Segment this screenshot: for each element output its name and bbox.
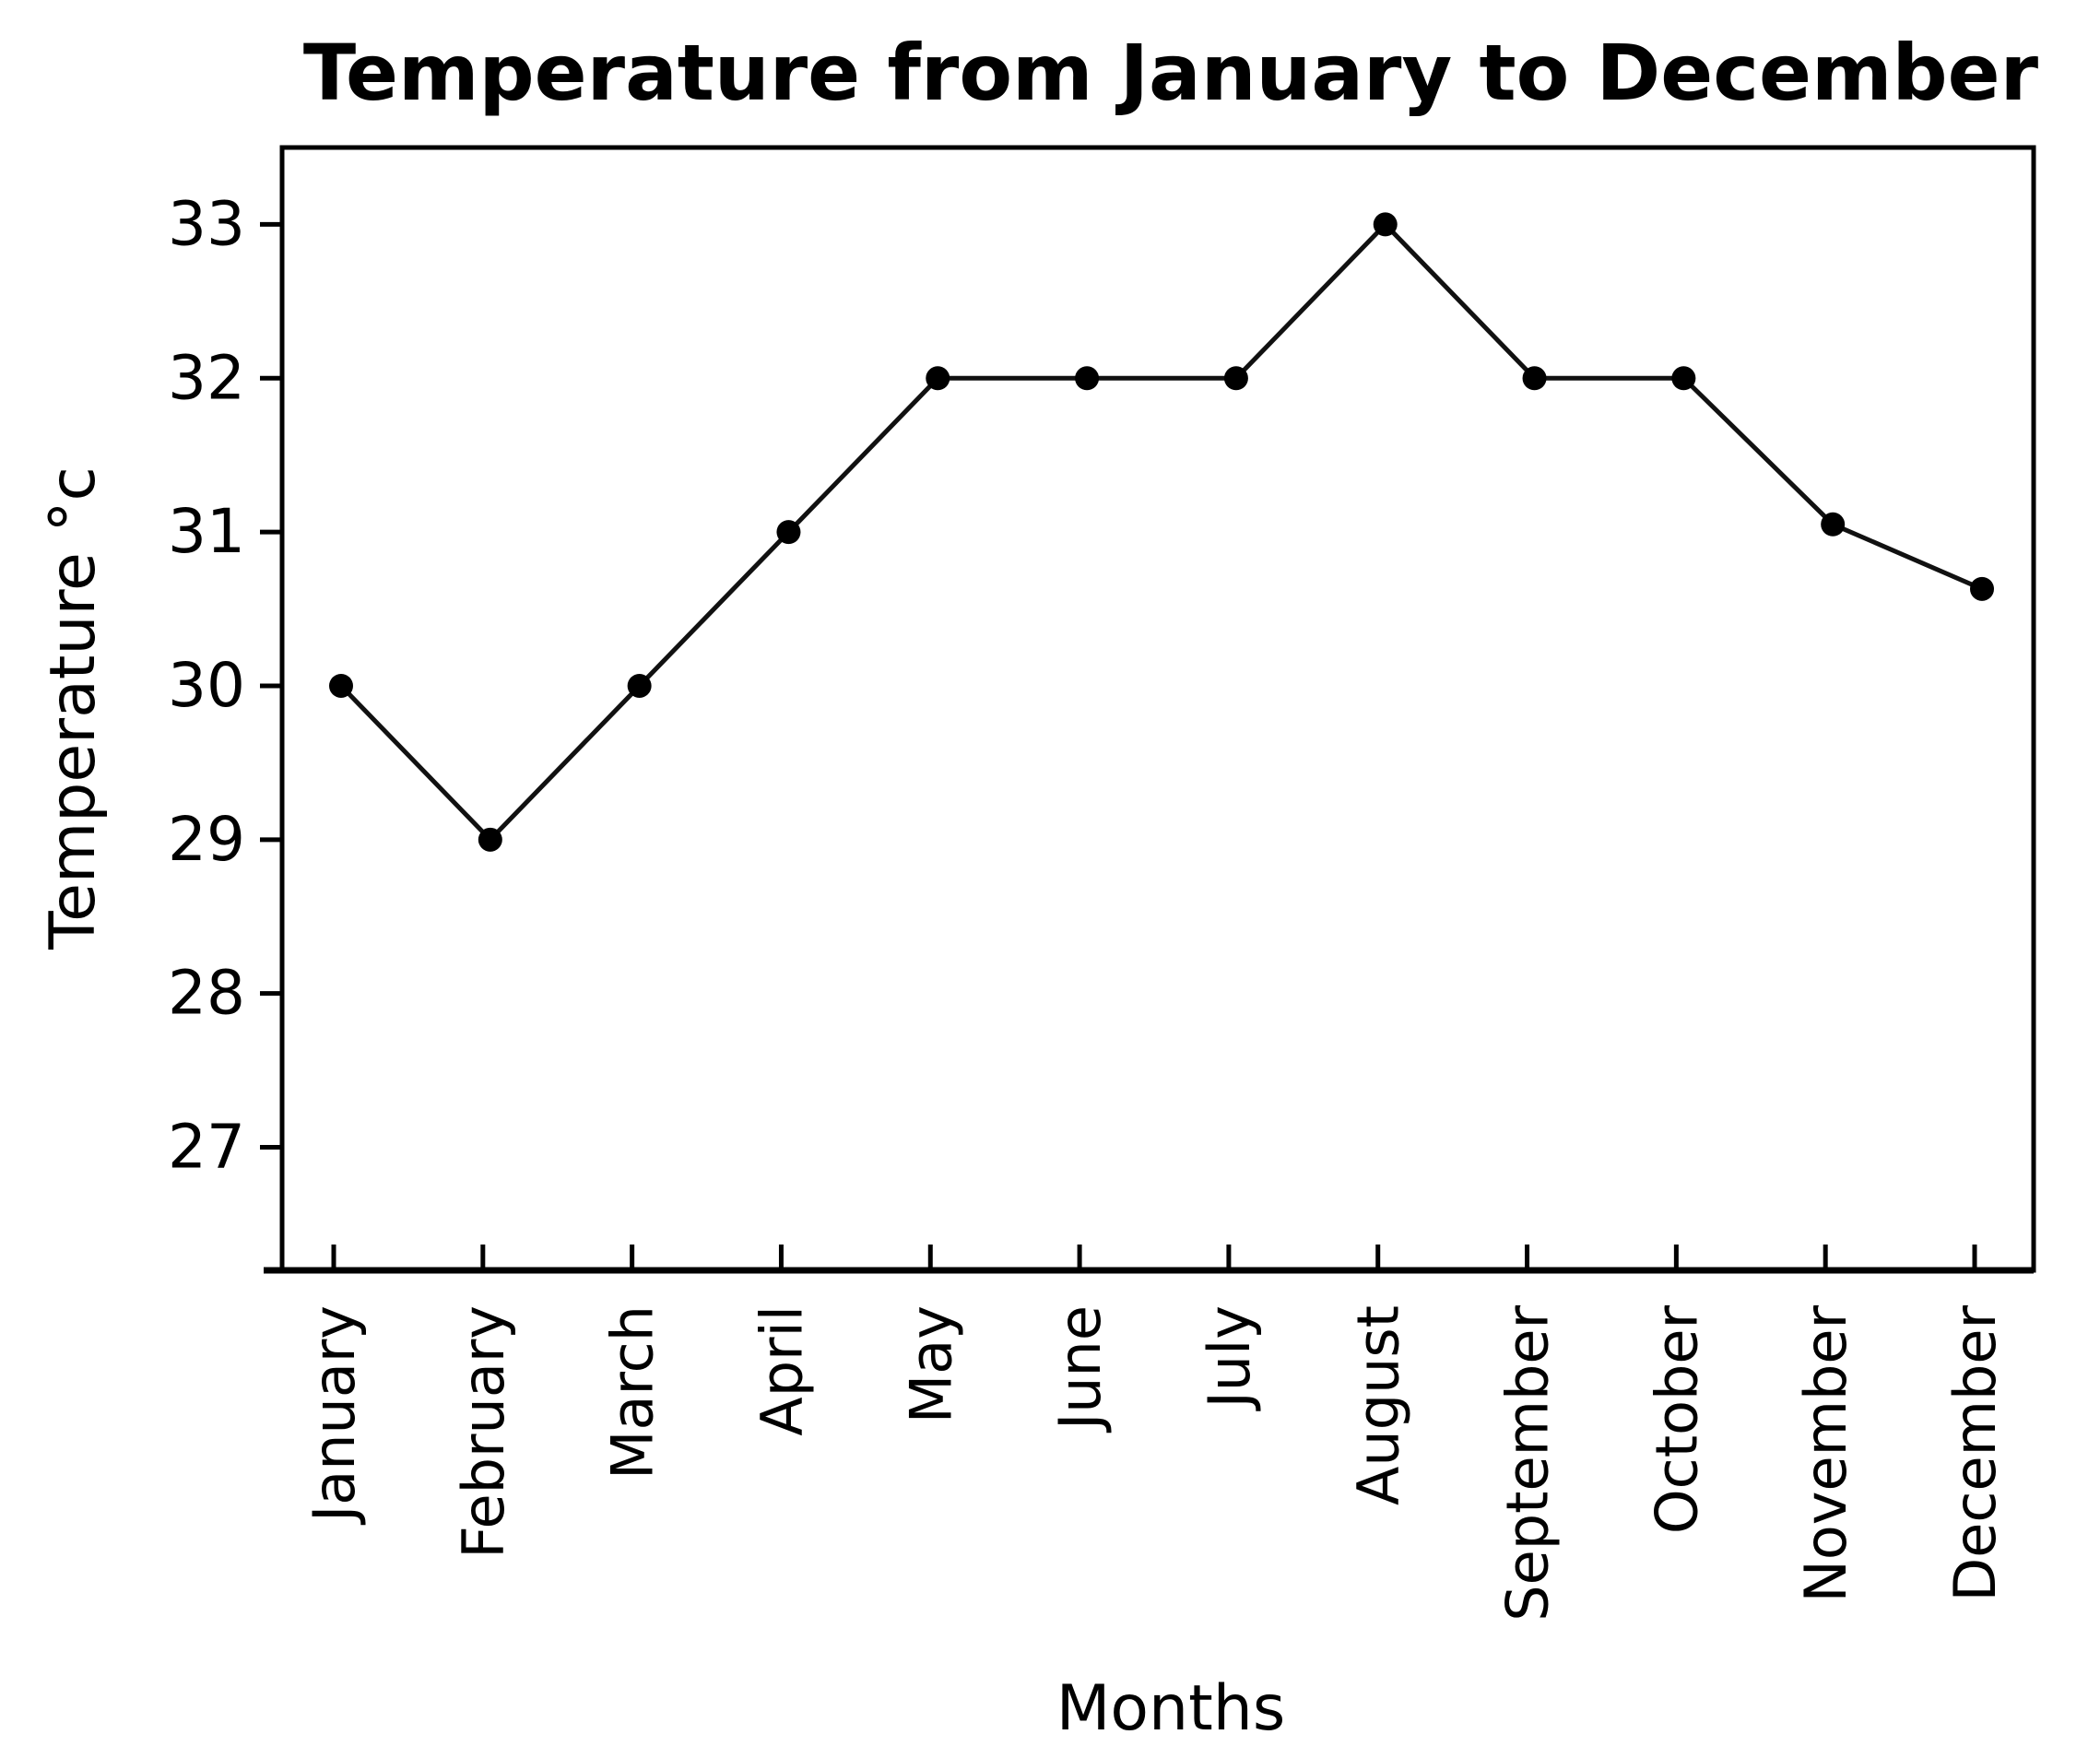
x-axis-label: Months xyxy=(1056,1672,1286,1745)
data-point xyxy=(329,673,353,698)
y-tick-label: 33 xyxy=(168,188,245,259)
x-tick-label: January xyxy=(301,1305,368,1526)
data-point xyxy=(627,673,652,698)
y-tick-label: 28 xyxy=(168,958,245,1029)
x-tick-label: July xyxy=(1196,1305,1263,1412)
y-tick-label: 31 xyxy=(168,496,245,567)
x-tick-label: September xyxy=(1494,1304,1562,1621)
x-tick-label: October xyxy=(1643,1304,1710,1534)
data-point xyxy=(926,366,950,391)
x-tick-label: February xyxy=(450,1305,517,1559)
data-point xyxy=(478,827,502,852)
y-tick-label: 32 xyxy=(168,342,245,413)
x-tick-label: May xyxy=(897,1305,964,1423)
data-point xyxy=(1522,366,1547,391)
y-tick-label: 30 xyxy=(168,650,245,721)
data-point xyxy=(1223,366,1248,391)
y-tick-label: 27 xyxy=(168,1112,245,1183)
x-tick-label: December xyxy=(1941,1305,2009,1602)
data-point xyxy=(1373,212,1398,237)
data-point xyxy=(1075,366,1100,391)
series xyxy=(329,212,1994,852)
data-point xyxy=(776,520,801,545)
plot-frame xyxy=(279,145,2036,1273)
x-tick-label: November xyxy=(1792,1305,1859,1603)
x-axis: January February March April May June July Augu… xyxy=(301,1245,2009,1622)
y-axis-label: Temperature °c xyxy=(37,466,110,950)
data-point xyxy=(1970,576,1994,601)
data-point xyxy=(1821,512,1846,537)
x-tick-label: June xyxy=(1046,1305,1114,1434)
y-tick-label: 29 xyxy=(168,804,245,875)
x-tick-label: August xyxy=(1345,1305,1412,1505)
x-tick-label: April xyxy=(748,1305,815,1436)
y-axis: 27 28 29 30 31 32 33 xyxy=(168,188,282,1183)
chart-title: Temperature from January to December xyxy=(303,28,2039,118)
x-tick-label: March xyxy=(599,1305,667,1480)
series-line xyxy=(339,221,1983,843)
data-point xyxy=(1671,366,1696,391)
